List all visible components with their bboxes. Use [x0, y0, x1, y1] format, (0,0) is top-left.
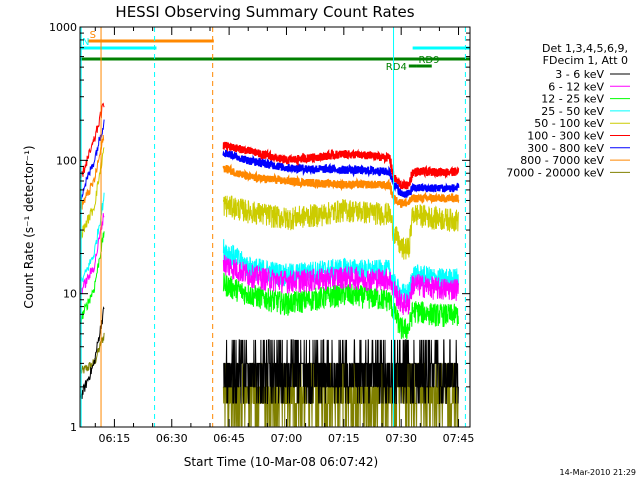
timestamp-footer: 14-Mar-2010 21:29	[560, 468, 637, 477]
ticks-layer: 06:15 06:30 06:45 07:00 07:15 07:30 07:45 1 10 10…	[49, 21, 474, 445]
x-axis-label: Start Time (10-Mar-08 06:07:42)	[184, 455, 378, 469]
y-tick-label: 100	[56, 154, 77, 167]
legend-label: 12 - 25 keV	[541, 93, 604, 106]
series-line-pre	[80, 192, 105, 283]
series-line-post	[222, 195, 459, 260]
x-tick-label: 07:45	[443, 432, 475, 445]
flag-label: RD4	[386, 62, 407, 73]
flags-layer: SN RD9 RD4	[80, 30, 470, 73]
legend: Det 1,3,4,5,6,9,FDecim 1, Att 03 - 6 keV…	[506, 42, 630, 179]
series-line-pre	[80, 134, 105, 210]
x-tick-label: 07:30	[385, 432, 417, 445]
legend-label: 100 - 300 keV	[527, 130, 604, 143]
legend-label: 3 - 6 keV	[555, 68, 604, 81]
y-tick-label: 10	[63, 288, 77, 301]
chart-title: HESSI Observing Summary Count Rates	[115, 3, 414, 21]
y-axis-label: Count Rate (s⁻¹ detector⁻¹)	[22, 145, 36, 308]
legend-label: 7000 - 20000 keV	[506, 166, 604, 179]
series-line-pre	[80, 306, 105, 399]
vlines-layer	[80, 27, 466, 427]
series-line-post	[222, 163, 460, 208]
x-tick-label: 06:15	[99, 432, 131, 445]
legend-label: 800 - 7000 keV	[520, 154, 604, 167]
legend-label: 6 - 12 keV	[548, 80, 604, 93]
y-tick-label: 1	[70, 421, 77, 434]
series-line-post	[223, 339, 459, 404]
series-line-pre	[80, 213, 105, 295]
flag-label: S	[90, 30, 96, 41]
y-tick-label: 1000	[49, 21, 77, 34]
series-line-post	[222, 141, 460, 190]
series-line-pre	[80, 231, 105, 324]
legend-label: 300 - 800 keV	[527, 142, 604, 155]
x-tick-label: 07:00	[271, 432, 303, 445]
series-line-post	[222, 272, 459, 340]
flag-label: N	[82, 37, 89, 48]
x-tick-label: 06:45	[213, 432, 245, 445]
series-line-pre	[80, 102, 105, 179]
series-line-post	[222, 254, 459, 316]
series-line-pre	[80, 119, 105, 200]
x-tick-label: 07:15	[328, 432, 360, 445]
flag-label: RD9	[418, 55, 439, 66]
legend-label: 25 - 50 keV	[541, 105, 604, 118]
series-line-pre	[80, 147, 105, 239]
legend-header: FDecim 1, Att 0	[543, 54, 628, 67]
plot-frame	[79, 26, 471, 428]
legend-label: 50 - 100 keV	[534, 117, 604, 130]
legend-header: Det 1,3,4,5,6,9,	[542, 42, 628, 55]
x-tick-label: 06:30	[156, 432, 188, 445]
series-layer	[80, 102, 460, 427]
series-line-post	[222, 149, 460, 199]
